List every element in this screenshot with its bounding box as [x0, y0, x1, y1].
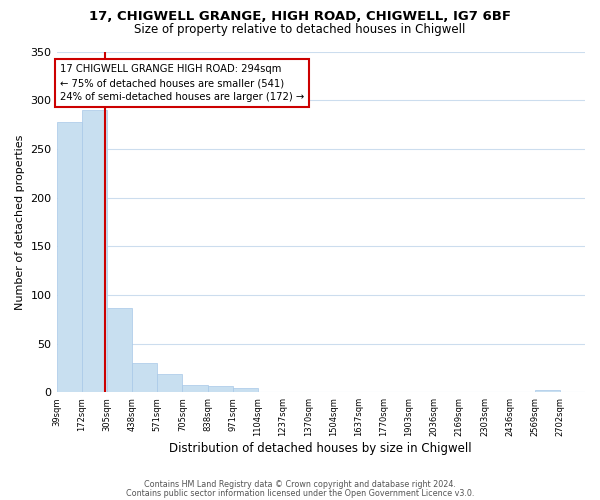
Bar	[535, 390, 560, 392]
Bar	[208, 386, 233, 392]
Bar	[233, 388, 258, 392]
Bar	[107, 308, 132, 392]
Text: 17, CHIGWELL GRANGE, HIGH ROAD, CHIGWELL, IG7 6BF: 17, CHIGWELL GRANGE, HIGH ROAD, CHIGWELL…	[89, 10, 511, 23]
Bar	[56, 122, 82, 392]
Bar	[82, 110, 107, 393]
Bar	[182, 384, 208, 392]
Bar	[132, 363, 157, 392]
Text: Size of property relative to detached houses in Chigwell: Size of property relative to detached ho…	[134, 22, 466, 36]
Text: Contains HM Land Registry data © Crown copyright and database right 2024.: Contains HM Land Registry data © Crown c…	[144, 480, 456, 489]
Bar	[157, 374, 182, 392]
X-axis label: Distribution of detached houses by size in Chigwell: Distribution of detached houses by size …	[169, 442, 472, 455]
Text: Contains public sector information licensed under the Open Government Licence v3: Contains public sector information licen…	[126, 488, 474, 498]
Text: 17 CHIGWELL GRANGE HIGH ROAD: 294sqm
← 75% of detached houses are smaller (541)
: 17 CHIGWELL GRANGE HIGH ROAD: 294sqm ← 7…	[59, 64, 304, 102]
Y-axis label: Number of detached properties: Number of detached properties	[15, 134, 25, 310]
